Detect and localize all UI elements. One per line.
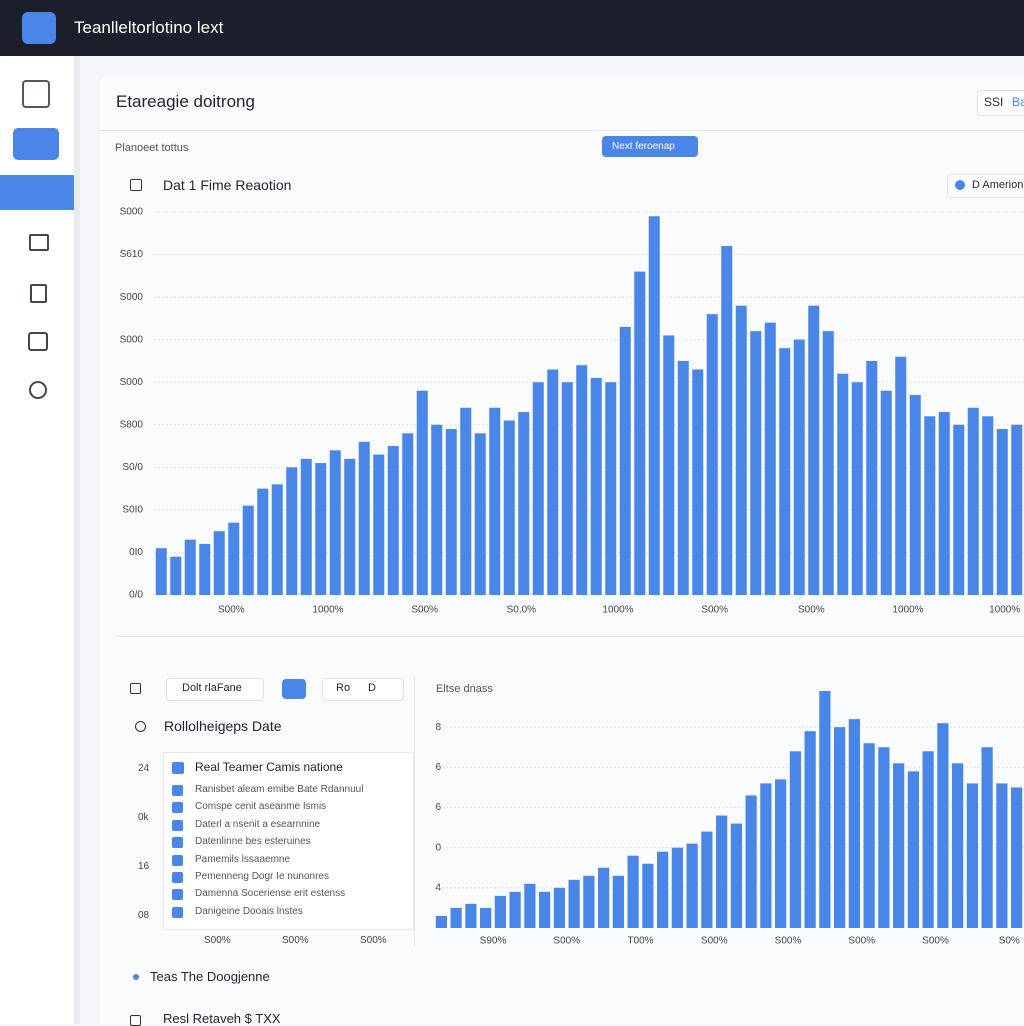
top-bar: Teanlleltorlotino lext: [0, 0, 1024, 56]
list-item: Real Teamer Camis natione: [195, 760, 343, 774]
legend-swatch: [955, 180, 965, 190]
status-label: Planoeet tottus: [115, 142, 189, 154]
row-label: 24: [138, 763, 150, 774]
divider: [100, 130, 1024, 131]
nav-check[interactable]: [29, 381, 47, 399]
list-title: Rollolheigeps Date: [164, 718, 282, 734]
row-label: 16: [138, 861, 150, 872]
button-label[interactable]: Next feroenap: [612, 141, 675, 152]
checkbox[interactable]: [172, 819, 183, 831]
x-tick-label: S00%: [204, 935, 231, 946]
checkbox[interactable]: [172, 802, 183, 814]
page-title: Etareagie doitrong: [116, 92, 255, 111]
button[interactable]: [602, 136, 698, 157]
select-value[interactable]: D: [368, 682, 376, 694]
nav-calendar[interactable]: [22, 80, 50, 108]
select[interactable]: [322, 678, 404, 701]
input[interactable]: [166, 678, 264, 701]
tab[interactable]: SSI: [984, 95, 1004, 109]
list-item: Ranisbet aleam emibe Bate Rdannuul: [195, 784, 364, 795]
list-item: Daterl a nsenit a esearnnine: [195, 818, 321, 830]
select-value[interactable]: Ro: [336, 682, 351, 694]
list-item: Damenna Soceriense erit estenss: [195, 888, 346, 900]
app-title: Teanlleltorlotino lext: [74, 18, 224, 37]
checkbox[interactable]: [172, 762, 184, 774]
checkbox[interactable]: [172, 906, 183, 918]
list-box: [163, 752, 414, 930]
input-value[interactable]: Dolt rlaFane: [182, 682, 242, 694]
sidebar: [0, 56, 80, 1024]
list-item: Pemenneng Dogr Ie nunonres: [195, 871, 329, 882]
x-tick-label: S00%: [282, 935, 309, 946]
nav-mail[interactable]: [29, 234, 49, 251]
list-item: Danigeine Dooais lnstes: [195, 905, 303, 917]
divider: [414, 676, 415, 946]
list-item: Comspe cenit aseanme Ismis: [195, 801, 327, 813]
row-label: 0k: [138, 812, 149, 823]
list-item: Datenlinne bes esteruines: [195, 836, 311, 848]
chart-title: Eltse dnass: [436, 683, 493, 695]
x-tick-label: S00%: [360, 935, 387, 946]
tab[interactable]: Ba: [1012, 95, 1024, 109]
nav-search[interactable]: [13, 128, 59, 160]
bullet: [133, 974, 139, 980]
row-label: 08: [138, 910, 150, 921]
checkbox[interactable]: [172, 785, 183, 796]
footer-icon: [130, 1015, 141, 1026]
filter-button[interactable]: [282, 679, 306, 699]
nav-window[interactable]: [28, 332, 48, 351]
app-logo[interactable]: [22, 12, 56, 44]
nav-users[interactable]: [0, 175, 74, 210]
chart-icon: [130, 179, 142, 191]
footer-item: Resl Retaveh $ TXX: [163, 1011, 281, 1026]
checkbox[interactable]: [172, 837, 183, 849]
filter-icon: [130, 683, 141, 694]
checkbox[interactable]: [172, 872, 183, 883]
legend-label: D Amerionu: [972, 179, 1024, 191]
divider: [115, 636, 1024, 637]
nav-docs[interactable]: [30, 284, 47, 303]
checkbox[interactable]: [172, 854, 183, 866]
footer-item: Teas The Doogjenne: [150, 969, 270, 984]
checkbox[interactable]: [172, 889, 183, 901]
chart-title: Dat 1 Fime Reaotion: [163, 177, 292, 193]
list-item: Pamemils lssaaemne: [195, 853, 291, 865]
tabs: [977, 90, 1024, 116]
list-icon: [135, 721, 146, 732]
